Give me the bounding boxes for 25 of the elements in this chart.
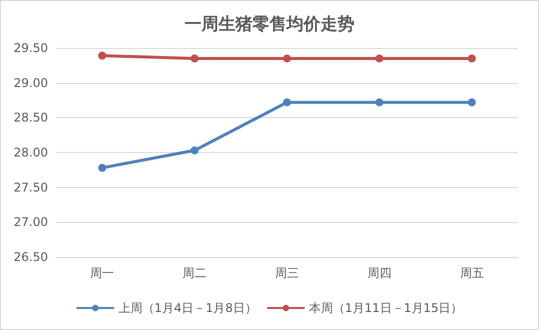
chart-title: 一周生猪零售均价走势 [184, 14, 354, 34]
point [375, 98, 384, 106]
legend-label: 上周（1月4日－1月8日） [118, 301, 257, 315]
y-tick-label: 29.00 [14, 76, 48, 90]
x-tick-label: 周二 [182, 266, 207, 280]
point [98, 164, 106, 172]
y-tick-label: 27.00 [14, 215, 48, 230]
point [468, 98, 476, 106]
x-tick-label: 周一 [90, 266, 114, 280]
y-tick-label: 28.50 [14, 110, 48, 125]
legend-label: 本周（1月11日－1月15日） [308, 301, 463, 315]
y-tick-label: 26.50 [14, 250, 48, 264]
point [468, 54, 476, 62]
point [190, 54, 199, 62]
point [98, 52, 106, 60]
x-tick-label: 周五 [460, 266, 484, 280]
y-tick-label: 27.50 [14, 180, 48, 194]
y-tick-label: 29.50 [14, 41, 48, 55]
point [283, 54, 291, 62]
x-tick-label: 周四 [367, 266, 392, 280]
x-tick-label: 周三 [275, 266, 299, 280]
point [190, 146, 199, 154]
y-tick-label: 28.00 [14, 146, 48, 160]
point [375, 54, 384, 62]
point [283, 98, 291, 106]
